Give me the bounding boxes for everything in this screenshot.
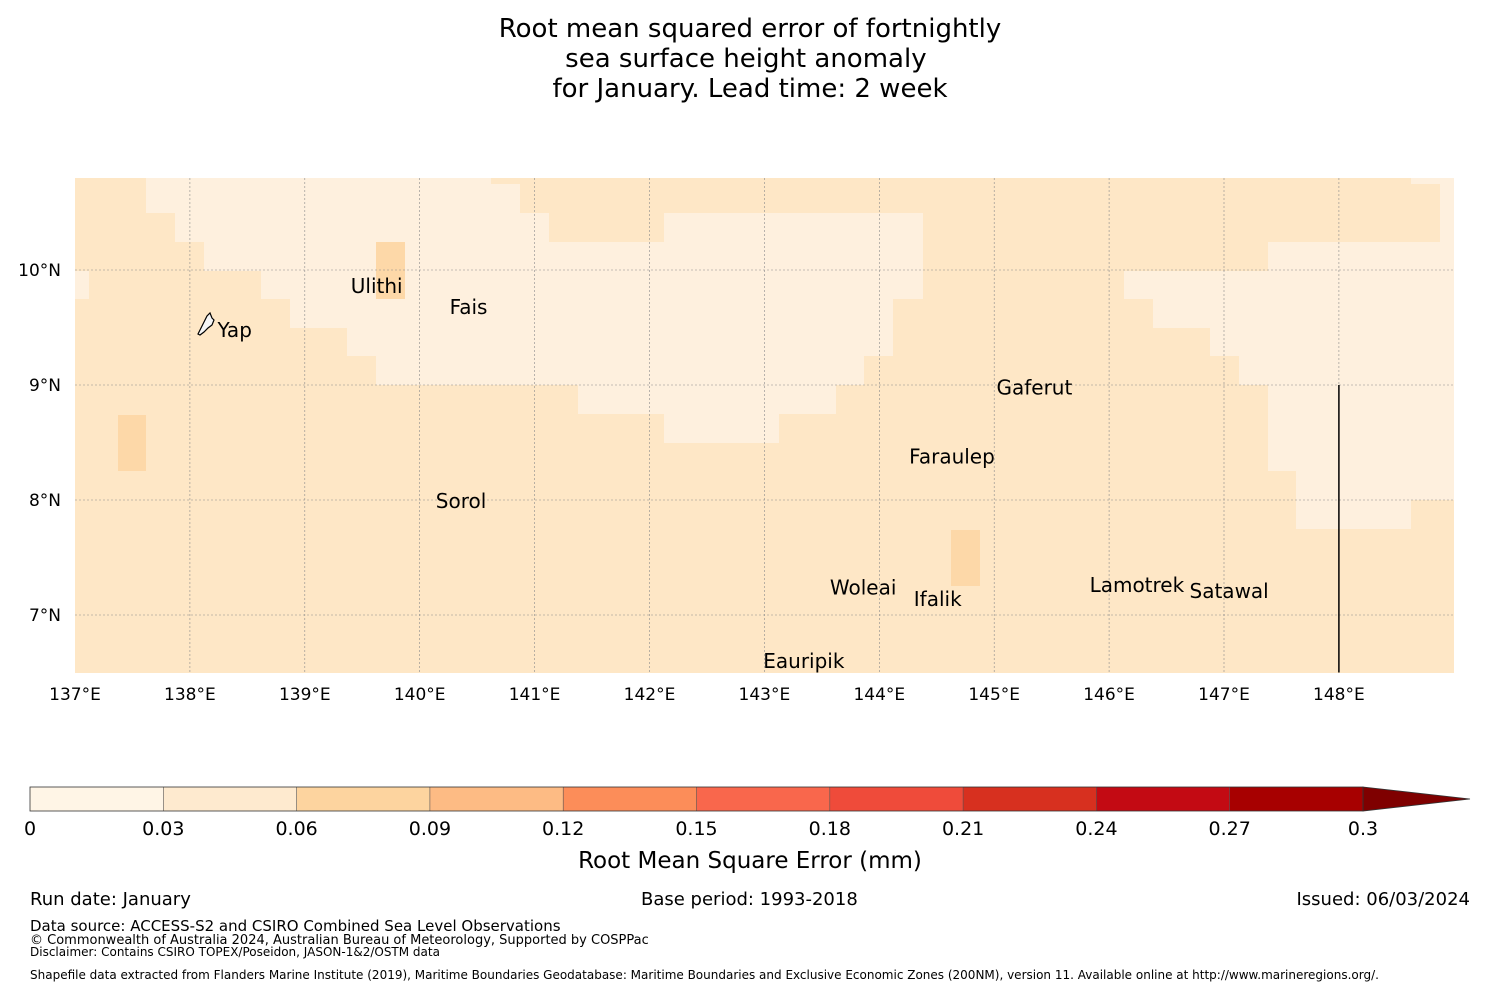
colorbar-tick-label: 0.15 <box>675 818 717 840</box>
rmse-low-region-east <box>1124 242 1454 529</box>
colorbar-extend-arrow <box>1362 786 1471 812</box>
colorbar-tick-label: 0.21 <box>942 818 984 840</box>
colorbar-segment <box>829 787 964 811</box>
colorbar: 0 0.03 0.06 0.09 0.12 0.15 0.18 0.21 0.24 0.27 0.3… <box>24 786 1471 874</box>
colorbar-segment <box>1229 787 1364 811</box>
colorbar-tick-label: 0 <box>24 818 36 840</box>
island-label: Lamotrek <box>1090 573 1185 597</box>
colorbar-tick-labels: 0 0.03 0.06 0.09 0.12 0.15 0.18 0.21 0.24 0.27 0.3 <box>24 818 1378 840</box>
colorbar-segment <box>30 787 164 811</box>
island-label: Eauripik <box>763 649 845 673</box>
lon-tick-label: 139°E <box>279 685 331 705</box>
colorbar-tick-label: 0.27 <box>1209 818 1251 840</box>
map-panel: 137°E 138°E 139°E 140°E 141°E 142°E 143°E 144°E… <box>18 178 1454 705</box>
colorbar-tick-label: 0.03 <box>142 818 184 840</box>
lon-tick-label: 145°E <box>968 685 1020 705</box>
title-line-2: sea surface height anomaly <box>565 44 935 74</box>
shapefile-credit: Shapefile data extracted from Flanders M… <box>30 968 1379 982</box>
lon-tick-label: 144°E <box>853 685 905 705</box>
lon-tick-label: 148°E <box>1313 685 1365 705</box>
lon-tick-label: 146°E <box>1083 685 1135 705</box>
copyright-notice: © Commonwealth of Australia 2024, Austra… <box>30 933 649 948</box>
island-label: Fais <box>450 295 488 319</box>
colorbar-label: Root Mean Square Error (mm) <box>578 848 922 874</box>
map-title: Root mean squared error of fortnightly s… <box>0 14 1500 104</box>
colorbar-tick-label: 0.06 <box>275 818 317 840</box>
colorbar-segment <box>563 787 697 811</box>
lon-tick-label: 140°E <box>394 685 446 705</box>
lon-tick-label: 138°E <box>164 685 216 705</box>
island-label: Sorol <box>436 489 487 513</box>
colorbar-frame <box>29 786 1364 812</box>
rmse-low-region-ne-corner <box>1411 178 1454 242</box>
colorbar-tick-label: 0.24 <box>1075 818 1117 840</box>
island-label: Ulithi <box>351 274 403 298</box>
colorbar-segments <box>30 787 1364 811</box>
rmse-low-region-west-edge <box>75 271 89 299</box>
lon-tick-label: 141°E <box>509 685 561 705</box>
colorbar-segment <box>163 787 298 811</box>
rmse-mid-cell-ulithi <box>376 242 405 299</box>
island-label: Satawal <box>1190 579 1269 603</box>
lat-tick-label: 7°N <box>29 606 61 626</box>
colorbar-tick-label: 0.3 <box>1348 818 1378 840</box>
lat-tick-label: 9°N <box>29 376 61 396</box>
colorbar-segment <box>1096 787 1231 811</box>
island-label: Ifalik <box>914 587 962 611</box>
rmse-mid-cell-west <box>118 415 146 471</box>
title-line-3: for January. Lead time: 2 week <box>552 74 948 104</box>
lon-tick-label: 142°E <box>624 685 676 705</box>
lon-tick-label: 147°E <box>1198 685 1250 705</box>
island-labels: Ulithi Fais Yap Gaferut Faraulep Sorol Woleai I… <box>216 274 1268 673</box>
colorbar-segment <box>429 787 564 811</box>
base-period: Base period: 1993-2018 <box>641 889 858 910</box>
island-label: Woleai <box>830 575 897 599</box>
lon-tick-label: 143°E <box>739 685 791 705</box>
disclaimer: Disclaimer: Contains CSIRO TOPEX/Poseido… <box>30 945 440 959</box>
yap-island-icon <box>197 311 215 336</box>
colorbar-segment <box>963 787 1097 811</box>
colorbar-tick-label: 0.09 <box>409 818 451 840</box>
island-label: Faraulep <box>909 444 995 468</box>
lon-tick-label: 137°E <box>49 685 101 705</box>
rmse-mid-cell-ifalik <box>951 530 980 586</box>
lat-tick-label: 8°N <box>29 491 61 511</box>
data-source: Data source: ACCESS-S2 and CSIRO Combine… <box>30 917 561 935</box>
colorbar-tick-label: 0.18 <box>809 818 851 840</box>
island-label: Gaferut <box>996 375 1072 399</box>
issued-date: Issued: 06/03/2024 <box>1296 889 1470 910</box>
lat-tick-label: 10°N <box>18 261 61 281</box>
run-date: Run date: January <box>30 889 191 910</box>
colorbar-tick-label: 0.12 <box>542 818 584 840</box>
colorbar-segment <box>296 787 431 811</box>
axis-tick-labels: 137°E 138°E 139°E 140°E 141°E 142°E 143°E 144°E… <box>18 261 1365 705</box>
title-line-1: Root mean squared error of fortnightly <box>498 14 1002 44</box>
island-label: Yap <box>216 318 251 342</box>
colorbar-segment <box>696 787 831 811</box>
